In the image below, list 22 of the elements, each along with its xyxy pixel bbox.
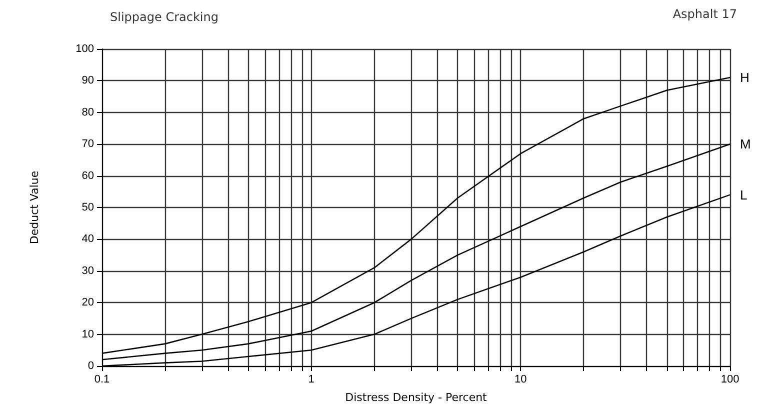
y-tick-label: 10 <box>82 328 94 340</box>
x-axis-title: Distress Density - Percent <box>345 391 488 404</box>
y-tick-label: 100 <box>76 43 94 55</box>
series-label: L <box>740 187 748 202</box>
x-tick-label: 1 <box>308 374 314 386</box>
y-tick-label: 20 <box>82 296 94 309</box>
x-tick-label: 0.1 <box>94 374 110 386</box>
series-label: H <box>740 70 750 86</box>
y-tick-label: 70 <box>82 138 94 150</box>
text: Asphalt 17 <box>672 7 738 21</box>
y-tick-label: 60 <box>82 170 94 182</box>
series-label: M <box>740 136 751 152</box>
y-tick-label: 30 <box>82 264 94 277</box>
x-tick-label: 100 <box>720 374 740 386</box>
y-tick-label: 90 <box>82 74 94 87</box>
y-tick-label: 40 <box>82 233 94 246</box>
chart-title: Slippage Cracking <box>110 10 218 24</box>
y-axis-title: Deduct Value <box>28 170 41 244</box>
y-tick-label: 0 <box>88 360 94 372</box>
x-tick-label: 10 <box>514 374 527 386</box>
y-tick-label: 80 <box>82 106 94 118</box>
y-tick-label: 50 <box>82 202 94 214</box>
